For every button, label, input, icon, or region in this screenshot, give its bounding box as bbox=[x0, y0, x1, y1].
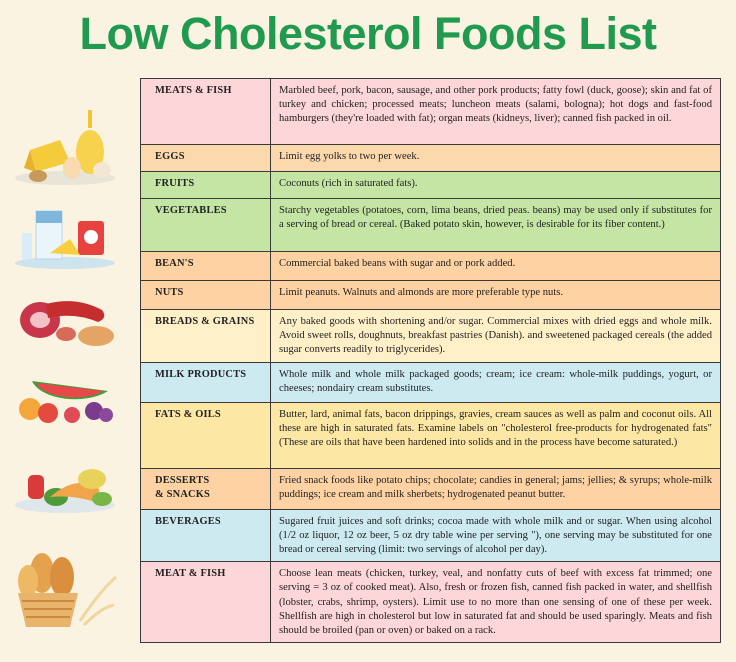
category-cell: EGGS bbox=[140, 144, 271, 172]
category-cell: BEVERAGES bbox=[140, 508, 271, 563]
table-row: EGGS Limit egg yolks to two per week. bbox=[140, 144, 721, 172]
table-row: BREADS & GRAINS Any baked goods with sho… bbox=[140, 309, 721, 363]
description-cell: Fried snack foods like potato chips; cho… bbox=[270, 467, 721, 510]
description-cell: Limit peanuts. Walnuts and almonds are m… bbox=[270, 280, 721, 310]
category-cell: BEAN'S bbox=[140, 251, 271, 281]
description-cell: Any baked goods with shortening and/or s… bbox=[270, 309, 721, 363]
page-title: Low Cholesterol Foods List bbox=[79, 8, 657, 59]
cheese-eggs-icon bbox=[15, 110, 115, 185]
food-illustrations bbox=[0, 95, 130, 655]
category-cell: MEATS & FISH bbox=[140, 78, 271, 145]
description-cell: Butter, lard, animal fats, bacon drippin… bbox=[270, 401, 721, 469]
foods-table: MEATS & FISH Marbled beef, pork, bacon, … bbox=[140, 78, 721, 644]
table-row: FATS & OILS Butter, lard, animal fats, b… bbox=[140, 401, 721, 469]
description-cell: Whole milk and whole milk packaged goods… bbox=[270, 361, 721, 403]
table-row: MEAT & FISH Choose lean meats (chicken, … bbox=[140, 561, 721, 644]
table-row: BEAN'S Commercial baked beans with sugar… bbox=[140, 251, 721, 281]
fruit-icon bbox=[19, 381, 113, 423]
category-cell: NUTS bbox=[140, 280, 271, 310]
table-row: NUTS Limit peanuts. Walnuts and almonds … bbox=[140, 280, 721, 310]
category-cell: BREADS & GRAINS bbox=[140, 309, 271, 363]
milk-yogurt-icon bbox=[15, 210, 115, 269]
bread-basket-icon bbox=[18, 553, 117, 627]
category-cell: MILK PRODUCTS bbox=[140, 361, 271, 403]
description-cell: Marbled beef, pork, bacon, sausage, and … bbox=[270, 78, 721, 145]
description-cell: Limit egg yolks to two per week. bbox=[270, 144, 721, 172]
table-row: BEVERAGES Sugared fruit juices and soft … bbox=[140, 508, 721, 563]
table-row: FRUITS Coconuts (rich in saturated fats)… bbox=[140, 171, 721, 199]
category-cell: FATS & OILS bbox=[140, 401, 271, 469]
description-cell: Commercial baked beans with sugar and or… bbox=[270, 251, 721, 281]
meat-sausage-icon bbox=[20, 301, 114, 346]
category-cell: VEGETABLES bbox=[140, 198, 271, 252]
description-cell: Choose lean meats (chicken, turkey, veal… bbox=[270, 561, 721, 644]
category-cell: MEAT & FISH bbox=[140, 561, 271, 644]
description-cell: Sugared fruit juices and soft drinks; co… bbox=[270, 508, 721, 563]
table-row: MEATS & FISH Marbled beef, pork, bacon, … bbox=[140, 78, 721, 145]
table-row: VEGETABLES Starchy vegetables (potatoes,… bbox=[140, 198, 721, 252]
description-cell: Coconuts (rich in saturated fats). bbox=[270, 171, 721, 199]
description-cell: Starchy vegetables (potatoes, corn, lima… bbox=[270, 198, 721, 252]
category-cell: DESSERTS & SNACKS bbox=[140, 467, 271, 510]
category-cell: FRUITS bbox=[140, 171, 271, 199]
table-row: MILK PRODUCTS Whole milk and whole milk … bbox=[140, 361, 721, 403]
table-row: DESSERTS & SNACKS Fried snack foods like… bbox=[140, 467, 721, 510]
vegetable-icon bbox=[15, 469, 115, 513]
